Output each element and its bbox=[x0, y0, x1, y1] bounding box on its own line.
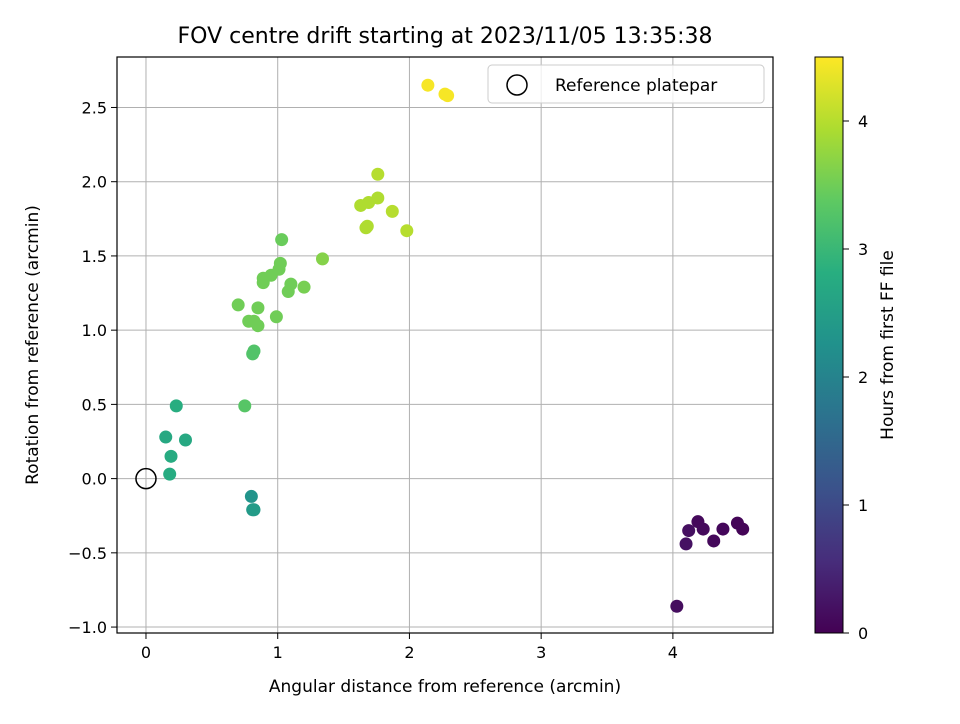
colorbar-ticks: 0 1 2 3 4 bbox=[843, 112, 868, 643]
data-point bbox=[360, 219, 374, 233]
data-point bbox=[269, 310, 283, 324]
legend-entry-label: Reference platepar bbox=[555, 76, 717, 96]
data-point bbox=[400, 224, 414, 238]
legend: Reference platepar bbox=[487, 64, 765, 104]
data-point bbox=[164, 449, 178, 463]
colorbar-tick-label: 0 bbox=[858, 624, 868, 643]
data-point bbox=[273, 256, 287, 270]
y-tick-label: −0.5 bbox=[68, 544, 107, 563]
data-point bbox=[385, 204, 399, 218]
x-tick-label: 4 bbox=[668, 643, 678, 662]
x-tick-label: 3 bbox=[536, 643, 546, 662]
data-point bbox=[371, 167, 385, 181]
y-axis-ticks: −1.0 −0.5 0.0 0.5 1.0 1.5 2.0 2.5 bbox=[68, 98, 117, 637]
data-points bbox=[159, 78, 750, 613]
data-point bbox=[251, 301, 265, 315]
data-point bbox=[682, 524, 696, 538]
data-point bbox=[315, 252, 329, 266]
data-point bbox=[251, 319, 265, 333]
x-axis-label: Angular distance from reference (arcmin) bbox=[269, 677, 621, 697]
data-point bbox=[247, 344, 261, 358]
x-tick-label: 2 bbox=[404, 643, 414, 662]
plot-frame bbox=[116, 56, 774, 634]
chart-title: FOV centre drift starting at 2023/11/05 … bbox=[178, 24, 713, 49]
colorbar-gradient bbox=[814, 56, 844, 634]
data-point bbox=[421, 78, 435, 92]
colorbar-tick-label: 4 bbox=[858, 112, 868, 131]
colorbar: 0 1 2 3 4 Hours from first FF file bbox=[814, 56, 898, 643]
data-point bbox=[736, 522, 750, 536]
reference-platepar-marker bbox=[135, 467, 157, 490]
x-tick-label: 0 bbox=[141, 643, 151, 662]
legend-marker-icon bbox=[506, 74, 528, 96]
x-tick-label: 1 bbox=[273, 643, 283, 662]
y-axis-label: Rotation from reference (arcmin) bbox=[23, 205, 43, 485]
data-point bbox=[244, 489, 258, 503]
x-axis-ticks: 0 1 2 3 4 bbox=[141, 633, 678, 662]
y-tick-label: 0.5 bbox=[82, 395, 107, 414]
y-tick-label: 1.0 bbox=[82, 321, 107, 340]
data-point bbox=[178, 433, 192, 447]
y-tick-label: 2.0 bbox=[82, 173, 107, 192]
data-point bbox=[247, 503, 261, 517]
data-point bbox=[441, 89, 455, 103]
colorbar-tick-label: 1 bbox=[858, 496, 868, 515]
data-point bbox=[231, 298, 245, 312]
y-tick-label: −1.0 bbox=[68, 618, 107, 637]
data-point bbox=[275, 233, 289, 247]
y-tick-label: 0.0 bbox=[82, 470, 107, 489]
data-point bbox=[670, 599, 684, 613]
data-point bbox=[284, 277, 298, 291]
data-point bbox=[679, 537, 693, 551]
data-point bbox=[716, 522, 730, 536]
data-point bbox=[238, 399, 252, 413]
y-tick-label: 1.5 bbox=[82, 247, 107, 266]
data-point bbox=[159, 430, 173, 444]
colorbar-tick-label: 3 bbox=[858, 240, 868, 259]
colorbar-label: Hours from first FF file bbox=[878, 250, 898, 440]
y-tick-label: 2.5 bbox=[82, 98, 107, 117]
colorbar-tick-label: 2 bbox=[858, 368, 868, 387]
data-point bbox=[707, 534, 721, 548]
legend-box bbox=[487, 64, 765, 104]
data-point bbox=[163, 467, 177, 481]
data-point bbox=[696, 522, 710, 536]
data-point bbox=[169, 399, 183, 413]
data-point bbox=[297, 280, 311, 294]
grid-lines bbox=[117, 57, 773, 633]
data-point bbox=[371, 191, 385, 205]
